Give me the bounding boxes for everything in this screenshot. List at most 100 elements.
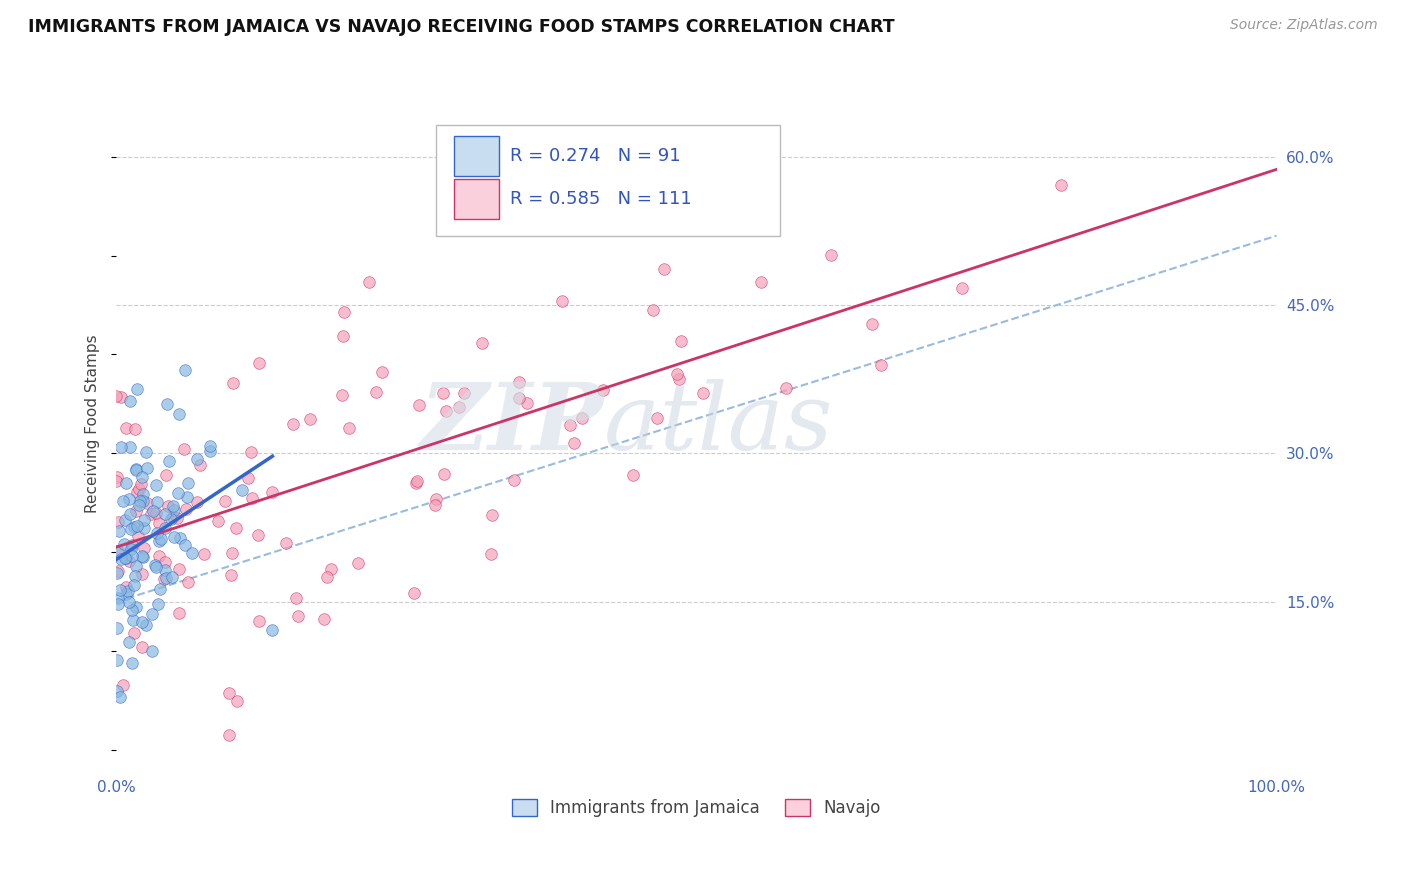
Point bbox=[128, 482, 150, 496]
Point bbox=[332, 387, 354, 401]
Point bbox=[162, 510, 184, 524]
Point bbox=[432, 467, 454, 481]
Point bbox=[108, 582, 131, 597]
Point bbox=[176, 490, 198, 504]
Point bbox=[186, 452, 208, 467]
Point bbox=[471, 335, 494, 350]
Text: ZIP: ZIP bbox=[419, 379, 603, 468]
Point bbox=[177, 575, 200, 590]
Point bbox=[508, 391, 530, 405]
Point bbox=[118, 394, 141, 409]
Point bbox=[111, 678, 134, 692]
Point bbox=[135, 618, 157, 632]
Point bbox=[121, 657, 143, 671]
Point bbox=[247, 356, 270, 370]
Point bbox=[132, 513, 155, 527]
Point bbox=[153, 563, 176, 577]
Point bbox=[167, 606, 190, 620]
Point bbox=[131, 469, 153, 483]
Point bbox=[135, 460, 157, 475]
Point bbox=[621, 468, 644, 483]
Point bbox=[262, 624, 284, 638]
Point bbox=[115, 421, 138, 435]
Point bbox=[274, 536, 297, 550]
Point bbox=[110, 390, 132, 404]
Point bbox=[107, 684, 129, 698]
Point bbox=[200, 444, 222, 458]
Point bbox=[516, 396, 538, 410]
Point bbox=[110, 552, 132, 566]
Point bbox=[366, 384, 388, 399]
Point bbox=[950, 281, 973, 295]
Point bbox=[314, 612, 336, 626]
Point bbox=[163, 530, 186, 544]
Point bbox=[112, 537, 135, 551]
Point bbox=[107, 515, 129, 529]
Point bbox=[145, 477, 167, 491]
Point bbox=[240, 491, 263, 505]
Point bbox=[124, 600, 146, 615]
Point bbox=[107, 564, 129, 578]
Point bbox=[122, 613, 145, 627]
Point bbox=[218, 686, 240, 700]
Point bbox=[669, 334, 692, 349]
Point bbox=[453, 385, 475, 400]
Point bbox=[122, 578, 145, 592]
Point bbox=[132, 520, 155, 534]
Point bbox=[481, 508, 503, 522]
Point bbox=[132, 494, 155, 508]
Point bbox=[219, 568, 242, 582]
Point bbox=[870, 358, 893, 372]
Point bbox=[359, 275, 381, 289]
Point bbox=[666, 368, 689, 382]
Point bbox=[371, 365, 394, 379]
Point bbox=[131, 549, 153, 563]
Point bbox=[169, 531, 191, 545]
Point bbox=[114, 513, 136, 527]
Point bbox=[225, 521, 247, 535]
Point bbox=[145, 506, 167, 520]
Point bbox=[107, 524, 129, 538]
Point bbox=[284, 591, 307, 606]
Point bbox=[434, 404, 457, 418]
Point bbox=[105, 470, 128, 484]
Point bbox=[114, 580, 136, 594]
Point bbox=[155, 556, 177, 570]
Point bbox=[118, 554, 141, 568]
Point bbox=[107, 621, 129, 635]
Point bbox=[143, 558, 166, 572]
Point bbox=[287, 608, 309, 623]
Point bbox=[127, 529, 149, 543]
Point bbox=[240, 445, 263, 459]
Point bbox=[190, 458, 212, 473]
Point bbox=[129, 494, 152, 508]
Point bbox=[124, 503, 146, 517]
Point bbox=[692, 386, 714, 401]
Point bbox=[332, 304, 354, 318]
Point bbox=[820, 247, 842, 261]
Point bbox=[111, 494, 134, 508]
Point bbox=[173, 442, 195, 457]
Point bbox=[105, 389, 128, 403]
Point bbox=[117, 583, 139, 598]
Point bbox=[169, 562, 191, 576]
Point bbox=[198, 439, 221, 453]
Point bbox=[148, 534, 170, 549]
Legend: Immigrants from Jamaica, Navajo: Immigrants from Jamaica, Navajo bbox=[505, 792, 887, 824]
Point bbox=[193, 547, 215, 561]
Point bbox=[124, 422, 146, 436]
Point bbox=[155, 468, 177, 483]
Point bbox=[862, 318, 884, 332]
Point bbox=[114, 551, 136, 566]
Text: atlas: atlas bbox=[603, 379, 834, 468]
Point bbox=[432, 386, 454, 401]
Point bbox=[181, 546, 204, 560]
Point bbox=[132, 486, 155, 500]
Point bbox=[146, 525, 169, 540]
Point bbox=[346, 556, 368, 570]
Point bbox=[146, 597, 169, 611]
Point bbox=[135, 445, 157, 459]
Point bbox=[155, 571, 177, 585]
Point bbox=[120, 522, 142, 536]
Point bbox=[236, 471, 259, 485]
